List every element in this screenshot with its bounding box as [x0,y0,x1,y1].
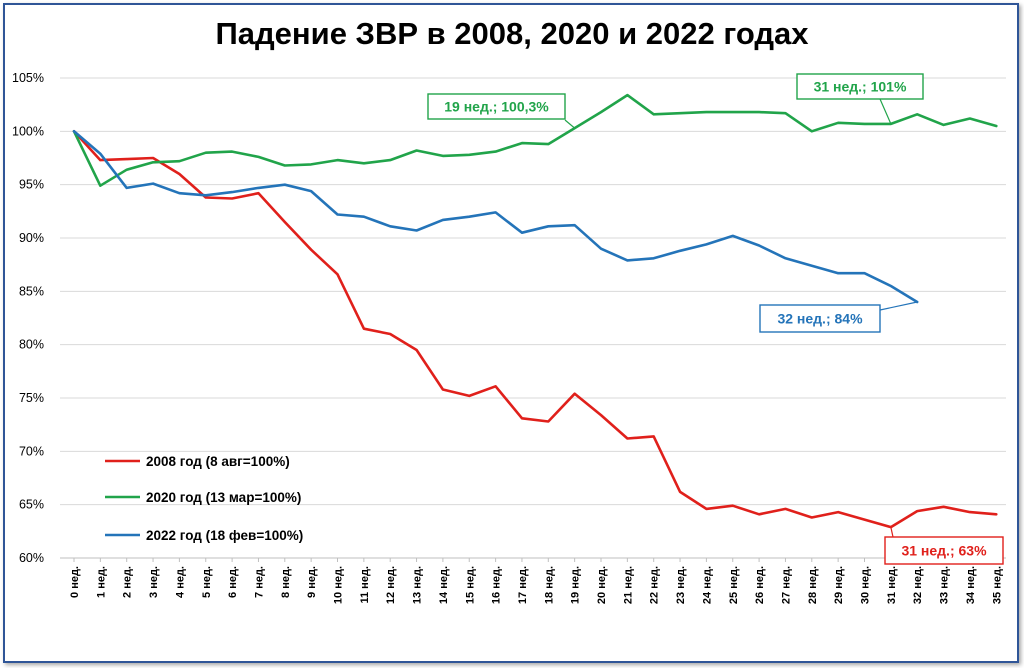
chart-title: Падение ЗВР в 2008, 2020 и 2022 годах [215,16,809,51]
y-tick-label: 100% [12,124,44,138]
x-tick-label: 20 нед. [596,566,608,604]
callout-leader [564,119,576,129]
x-tick-label: 1 нед. [95,566,107,598]
callout-label: 31 нед.; 63% [901,543,987,559]
callout-label: 19 нед.; 100,3% [444,99,549,115]
x-tick-label: 8 нед. [280,566,292,598]
y-tick-label: 60% [19,551,44,565]
x-tick-label: 35 нед. [991,566,1003,604]
x-tick-label: 31 нед. [886,566,898,604]
y-axis-ticks: 60% 65% 70% 75% 80% 85% 90% 95% 100% 105% [12,71,44,565]
callout-box [759,304,881,333]
annotations: 19 нед.; 100,3% 31 нед.; 101% 32 нед.; 84%… [427,73,1004,565]
x-tick-label: 5 нед. [201,566,213,598]
series-line-1 [72,93,998,187]
x-tick-label: 10 нед. [333,566,345,604]
x-tick-label: 2 нед. [122,566,134,598]
legend-label: 2020 год (13 мар=100%) [146,490,301,505]
x-tick-label: 4 нед. [174,566,186,598]
x-tick-label: 27 нед. [780,566,792,604]
y-tick-label: 85% [19,284,44,298]
legend-label: 2022 год (18 фев=100%) [146,528,303,543]
callout-leader [890,526,894,538]
callout-label: 31 нед.; 101% [814,79,907,95]
y-tick-label: 80% [19,338,44,352]
callout-box [884,536,1004,565]
x-tick-label: 24 нед. [701,566,713,604]
x-tick-label: 21 нед. [622,566,634,604]
x-tick-label: 9 нед. [306,566,318,598]
y-tick-label: 65% [19,498,44,512]
x-tick-label: 28 нед. [807,566,819,604]
x-tick-label: 17 нед. [517,566,529,604]
y-tick-label: 90% [19,231,44,245]
x-tick-label: 15 нед. [464,566,476,604]
series-line-0 [72,130,998,529]
y-tick-label: 75% [19,391,44,405]
x-tick-label: 0 нед. [69,566,81,598]
x-tick-label: 18 нед. [543,566,555,604]
x-axis: 0 нед. 1 нед. 2 нед. 3 нед. 4 нед. 5 нед. 6 не… [60,557,1006,604]
x-tick-label: 7 нед. [253,566,265,598]
x-tick-label: 26 нед. [754,566,766,604]
legend-label: 2008 год (8 авг=100%) [146,454,290,469]
x-tick-label: 23 нед. [675,566,687,604]
y-tick-label: 70% [19,444,44,458]
x-tick-label: 29 нед. [833,566,845,604]
x-tick-label: 34 нед. [965,566,977,604]
series-lines [72,93,998,529]
callout-leader [879,98,892,125]
x-tick-label: 13 нед. [412,566,424,604]
legend: 2008 год (8 авг=100%) 2020 год (13 мар=10… [105,454,303,543]
x-tick-label: 3 нед. [148,566,160,598]
series-line-2 [72,130,919,304]
y-tick-label: 95% [19,178,44,192]
x-tick-label: 6 нед. [227,566,239,598]
x-tick-label: 22 нед. [649,566,661,604]
x-tick-label: 30 нед. [860,566,872,604]
x-tick-label: 25 нед. [728,566,740,604]
callout-leader [879,301,918,311]
x-tick-label: 11 нед. [359,566,371,604]
callout-label: 32 нед.; 84% [777,311,863,327]
callout-box [796,73,924,100]
x-tick-label: 16 нед. [491,566,503,604]
x-tick-label: 32 нед. [912,566,924,604]
x-tick-label: 12 нед. [385,566,397,604]
callout-box [427,93,566,120]
x-tick-label: 33 нед. [939,566,951,604]
y-tick-label: 105% [12,71,44,85]
grid-lines [60,77,1006,559]
x-tick-label: 19 нед. [570,566,582,604]
x-tick-label: 14 нед. [438,566,450,604]
